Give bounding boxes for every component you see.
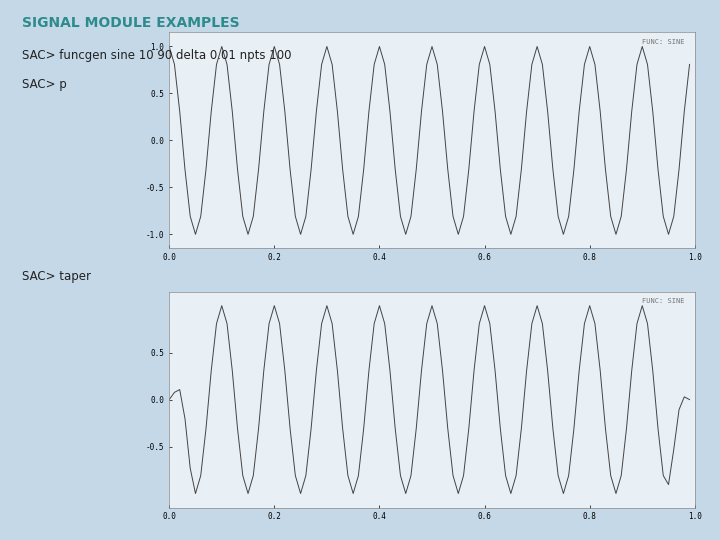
Text: FUNC: SINE: FUNC: SINE: [642, 298, 684, 304]
Text: SIGNAL MODULE EXAMPLES: SIGNAL MODULE EXAMPLES: [22, 16, 239, 30]
Text: SAC> funcgen sine 10 90 delta 0.01 npts 100: SAC> funcgen sine 10 90 delta 0.01 npts …: [22, 49, 291, 62]
Text: FUNC: SINE: FUNC: SINE: [642, 39, 684, 45]
Text: SAC> p: SAC> p: [22, 78, 66, 91]
Text: SAC> taper: SAC> taper: [22, 270, 91, 283]
